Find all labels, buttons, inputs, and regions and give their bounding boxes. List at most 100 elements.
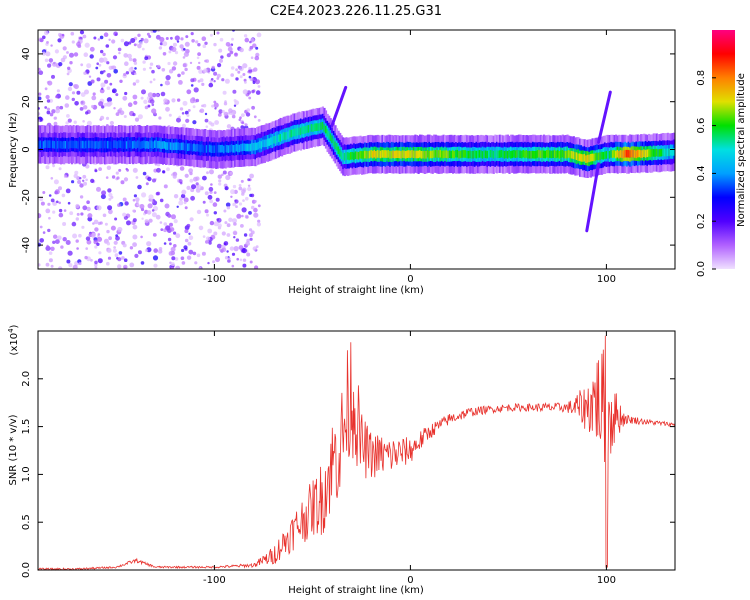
heatmap-speckle [242, 63, 248, 69]
heatmap-speckle [254, 265, 259, 269]
heatmap-speckle [208, 241, 212, 245]
heatmap-cell [571, 150, 574, 159]
heatmap-speckle [80, 63, 84, 67]
heatmap-speckle [199, 78, 204, 83]
heatmap-speckle [221, 231, 226, 236]
heatmap-speckle [162, 170, 166, 174]
heatmap-cell [527, 150, 530, 159]
heatmap-speckle [243, 34, 248, 38]
heatmap-cell [147, 141, 150, 149]
heatmap-speckle [192, 105, 196, 109]
heatmap-speckle [96, 62, 99, 65]
heatmap-speckle [108, 38, 111, 41]
heatmap-cell [397, 150, 400, 158]
heatmap-cell [530, 151, 533, 159]
heatmap-speckle [66, 259, 71, 264]
heatmap-speckle [104, 222, 108, 226]
heatmap-cell [212, 145, 215, 153]
heatmap-cell [314, 123, 317, 132]
heatmap-cell [152, 141, 155, 149]
heatmap-cell [221, 144, 224, 153]
snr-panel: -100 0 100 0.0 0.5 1.0 1.5 2.0 Height of strai… [7, 324, 676, 596]
heatmap-speckle [241, 189, 246, 194]
heatmap-speckle [44, 30, 49, 36]
heatmap-speckle [240, 179, 244, 183]
heatmap-speckle [109, 82, 113, 86]
heatmap-speckle [107, 205, 113, 211]
heatmap-cell [594, 153, 597, 161]
heatmap-speckle [48, 194, 52, 197]
heatmap-speckle [208, 186, 214, 192]
heatmap-speckle [51, 74, 55, 79]
heatmap-cell [235, 143, 238, 152]
heatmap-streak [597, 90, 612, 144]
heatmap-cell [296, 127, 299, 136]
heatmap-speckle [137, 184, 142, 190]
heatmap-speckle [70, 31, 75, 36]
heatmap-speckle [253, 212, 259, 218]
heatmap-speckle [221, 173, 224, 177]
heatmap-speckle [89, 54, 94, 59]
heatmap-speckle [135, 200, 139, 204]
heatmap-speckle [106, 73, 112, 78]
heatmap-cell [453, 150, 456, 159]
heatmap-speckle [186, 255, 192, 260]
x-tick-label: 0 [407, 274, 413, 285]
heatmap-speckle [143, 38, 149, 44]
heatmap-cell [52, 140, 55, 149]
heatmap-speckle [255, 90, 261, 95]
heatmap-cell [484, 150, 488, 159]
heatmap-speckle [48, 58, 54, 63]
heatmap-speckle [86, 120, 92, 126]
heatmap-cell [618, 150, 621, 159]
heatmap-speckle [205, 125, 209, 128]
colorbar-gradient [712, 30, 735, 269]
heatmap-speckle [201, 104, 204, 108]
heatmap-speckle [190, 31, 194, 36]
heatmap-speckle [233, 222, 237, 226]
heatmap-cell [160, 141, 163, 149]
heatmap-speckle [45, 262, 50, 267]
heatmap-speckle [163, 242, 167, 245]
heatmap-cell [230, 144, 234, 152]
heatmap-cell [442, 150, 445, 159]
heatmap-speckle [49, 112, 54, 117]
heatmap-cell [197, 144, 201, 152]
heatmap-cell [256, 142, 259, 151]
x-tick-label: -100 [203, 274, 226, 285]
heatmap-speckle [97, 258, 103, 264]
heatmap-cell [517, 150, 520, 158]
heatmap-speckle [50, 44, 53, 47]
heatmap-speckle [167, 61, 171, 66]
heatmap-cell [519, 150, 522, 158]
heatmap-cell [563, 150, 566, 159]
heatmap-cell [293, 128, 296, 137]
heatmap-speckle [113, 246, 116, 249]
heatmap-speckle [178, 80, 183, 85]
heatmap-cell [445, 150, 448, 158]
heatmap-speckle [155, 214, 161, 220]
heatmap-speckle [255, 46, 259, 50]
heatmap-speckle [83, 71, 87, 75]
heatmap-cell [662, 148, 665, 157]
heatmap-cell [599, 152, 602, 160]
colorbar-label: Normalized spectral amplitude [736, 73, 747, 227]
heatmap-cell [273, 136, 276, 144]
heatmap-speckle [202, 103, 207, 108]
heatmap-speckle [169, 222, 173, 227]
heatmap-speckle [186, 113, 190, 117]
heatmap-speckle [142, 67, 146, 71]
heatmap-speckle [204, 118, 209, 123]
heatmap-speckle [186, 185, 191, 190]
heatmap-cell [342, 152, 345, 161]
y-tick-label: 0.0 [21, 562, 32, 578]
heatmap-cell [522, 149, 525, 158]
heatmap-speckle [50, 264, 54, 268]
heatmap-cell [401, 150, 404, 158]
heatmap-cell [69, 140, 72, 149]
y-tick-label: -40 [21, 237, 32, 253]
heatmap-speckle [224, 78, 230, 84]
heatmap-speckle [170, 36, 173, 40]
heatmap-speckle [119, 110, 125, 116]
